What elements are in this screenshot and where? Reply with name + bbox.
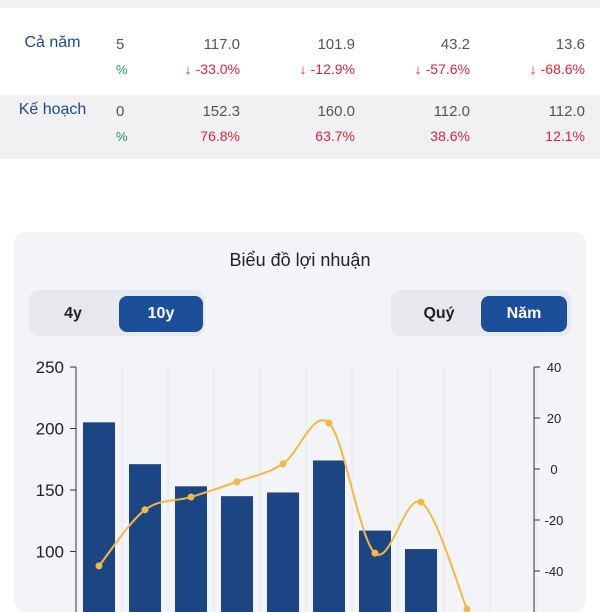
arrow-down-icon: ↓ xyxy=(414,61,422,77)
left-tick-label: 150 xyxy=(36,481,64,500)
growth-point xyxy=(95,562,103,570)
period-tab-year[interactable]: Năm xyxy=(481,296,567,332)
arrow-down-icon: ↓ xyxy=(529,61,537,77)
profit-bar xyxy=(83,422,115,612)
arrow-down-icon: ↓ xyxy=(299,61,307,77)
profit-bar xyxy=(359,530,391,612)
profit-bar xyxy=(405,549,437,612)
right-tick-label: -40 xyxy=(545,564,564,579)
change-value: -68.6% xyxy=(540,61,585,77)
period-toggle: Quý Năm xyxy=(391,290,571,336)
growth-point xyxy=(233,478,241,486)
row-first-col-value: 5 xyxy=(116,36,125,53)
change-value: -33.0% xyxy=(195,61,240,77)
right-tick-label: 40 xyxy=(547,360,561,375)
profit-bar xyxy=(175,486,207,612)
profit-chart-card: Biểu đồ lợi nhuận 4y 10y Quý Năm 250 200 1… xyxy=(14,232,586,612)
chart-title: Biểu đồ lợi nhuận xyxy=(229,250,371,270)
row-label: Kế hoạch xyxy=(18,101,87,118)
growth-point xyxy=(371,549,379,557)
change-cell: ↓ -12.9% xyxy=(245,61,355,77)
percent-unit: % xyxy=(116,129,128,144)
left-tick-label: 100 xyxy=(36,543,64,562)
left-tick-label: 200 xyxy=(36,420,64,439)
change-value: 12.1% xyxy=(545,128,585,144)
profit-bar xyxy=(267,492,299,612)
change-cell: ↓ -68.6% xyxy=(475,61,585,77)
row-value: 101.9 xyxy=(317,36,355,53)
change-cell: 38.6% xyxy=(360,128,470,144)
left-tick-label: 250 xyxy=(36,358,64,377)
growth-point xyxy=(325,419,333,427)
table-row: %↑133.6%↑16.4%↓-23.4%↓-320.1% xyxy=(0,0,600,8)
row-value: 160.0 xyxy=(317,103,355,120)
profit-bar xyxy=(129,464,161,612)
change-value: -57.6% xyxy=(425,61,470,77)
change-cell: 63.7% xyxy=(245,128,355,144)
right-tick-label: 20 xyxy=(547,411,561,426)
range-toggle: 4y 10y xyxy=(29,290,205,336)
row-value: 13.6 xyxy=(555,36,585,53)
growth-point xyxy=(279,460,287,468)
change-cell: ↓ -57.6% xyxy=(360,61,470,77)
growth-point xyxy=(417,498,425,506)
table-row: Cả năm 5 117.0 101.9 43.2 13.6% ↓ -33.0% ↓ -12.9%… xyxy=(0,28,600,92)
growth-point xyxy=(187,493,195,501)
table-row: Kế hoạch 0 152.3 160.0 112.0 112.0% 76.8% 63.7%… xyxy=(0,95,600,159)
range-tab-10y[interactable]: 10y xyxy=(119,296,203,332)
change-cell: 76.8% xyxy=(130,128,240,144)
row-value: 112.0 xyxy=(433,103,470,120)
right-tick-label: 0 xyxy=(550,462,557,477)
change-value: -12.9% xyxy=(310,61,355,77)
change-cell: 12.1% xyxy=(475,128,585,144)
percent-unit: % xyxy=(116,62,128,77)
change-value: 76.8% xyxy=(200,128,240,144)
period-tab-quarter[interactable]: Quý xyxy=(423,305,455,322)
financial-table: %↑133.6%↑16.4%↓-23.4%↓-320.1% Cả năm 5 117.… xyxy=(0,0,600,160)
arrow-down-icon: ↓ xyxy=(184,61,192,77)
growth-line xyxy=(98,419,468,610)
row-value: 112.0 xyxy=(548,103,585,120)
growth-point xyxy=(463,605,471,612)
change-cell: ↓ -33.0% xyxy=(130,61,240,77)
change-value: 63.7% xyxy=(315,128,355,144)
row-first-col-value: 0 xyxy=(116,103,125,120)
row-value: 152.3 xyxy=(202,103,240,120)
range-tab-4y[interactable]: 4y xyxy=(64,305,82,322)
row-value: 117.0 xyxy=(203,36,240,53)
profit-bar xyxy=(313,460,345,612)
row-label: Cả năm xyxy=(24,34,81,51)
growth-point xyxy=(141,506,149,514)
row-value: 43.2 xyxy=(440,36,470,53)
change-value: 38.6% xyxy=(430,128,470,144)
profit-bar xyxy=(221,496,253,612)
right-tick-label: -20 xyxy=(545,513,564,528)
